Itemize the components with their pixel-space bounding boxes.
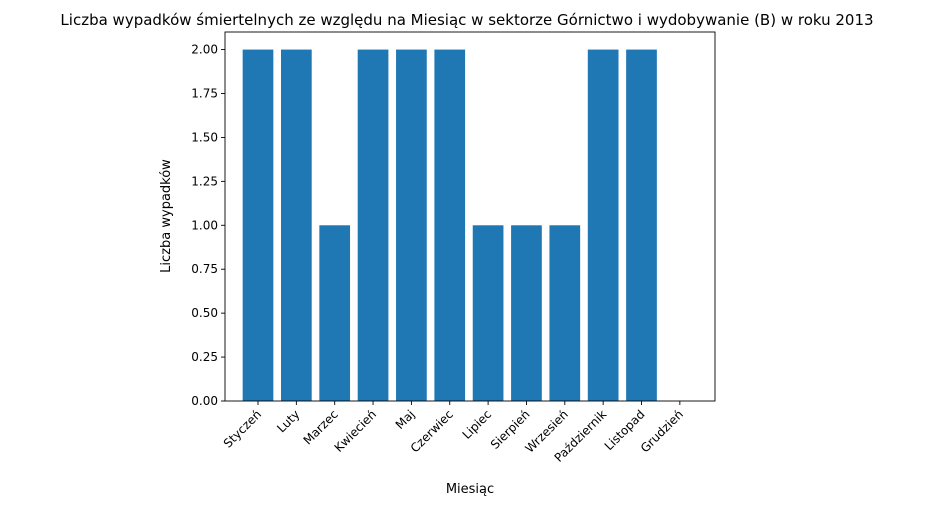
x-tick-label: Grudzień (638, 407, 686, 455)
bar-9 (587, 49, 619, 401)
bar-1 (281, 49, 312, 401)
x-tick-label: Lipiec (460, 407, 495, 442)
x-tick-label: Kwiecień (332, 407, 380, 455)
bar-10 (626, 49, 657, 401)
y-tick-label: 1.25 (191, 174, 218, 188)
bar-6 (472, 225, 504, 401)
y-tick-label: 1.75 (191, 87, 218, 101)
bar-3 (357, 49, 389, 401)
bar-7 (511, 225, 542, 401)
bar-8 (549, 225, 581, 401)
y-tick-label: 1.00 (191, 218, 218, 232)
y-tick-label: 0.50 (191, 306, 218, 320)
y-tick-label: 0.25 (191, 350, 218, 364)
y-axis: 0.00 0.25 0.50 0.75 1.00 1.25 1.50 1.75 2.00 (191, 43, 225, 408)
x-tick-label: Czerwiec (408, 407, 456, 455)
bar-2 (319, 225, 351, 401)
plot-frame (224, 31, 716, 402)
x-tick-label: Styczeń (221, 407, 264, 450)
x-tick-label: Luty (274, 407, 302, 435)
bar-5 (434, 49, 466, 401)
bars-group (242, 49, 657, 401)
y-axis-label: Liczba wypadków (159, 159, 174, 273)
x-tick-label: Maj (393, 407, 418, 432)
bar-4 (396, 49, 427, 401)
y-tick-label: 0.75 (191, 262, 218, 276)
y-tick-label: 0.00 (191, 394, 218, 408)
chart-title: Liczba wypadków śmiertelnych ze względu … (60, 11, 873, 29)
y-tick-label: 2.00 (191, 43, 218, 57)
bar-0 (242, 49, 274, 401)
x-axis-label: Miesiąc (446, 482, 494, 497)
y-tick-label: 1.50 (191, 130, 218, 144)
